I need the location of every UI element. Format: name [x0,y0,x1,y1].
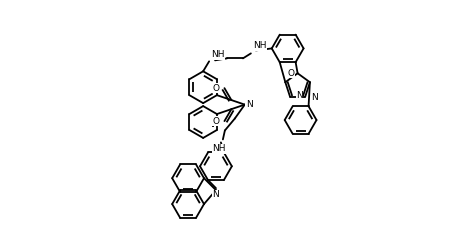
Text: O: O [212,84,219,93]
Text: NH: NH [252,41,266,50]
Text: NH: NH [211,50,224,59]
Text: N: N [295,91,302,100]
Text: O: O [212,117,219,125]
Text: N: N [212,190,219,199]
Text: N: N [245,100,252,109]
Text: N: N [310,93,317,102]
Text: O: O [287,69,294,78]
Text: NH: NH [212,144,225,153]
